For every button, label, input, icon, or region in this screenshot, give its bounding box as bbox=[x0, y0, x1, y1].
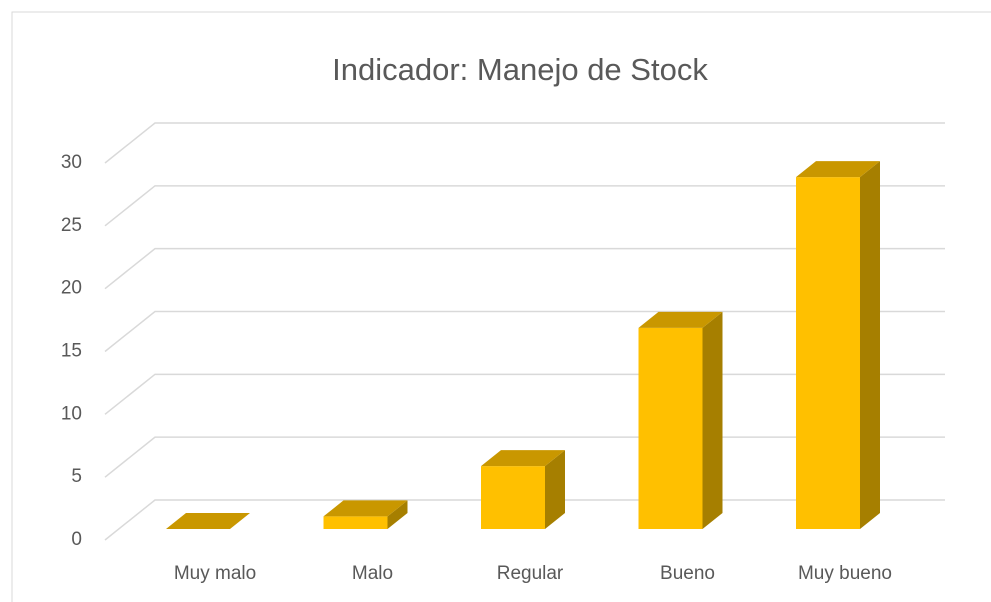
bar bbox=[166, 513, 250, 529]
y-tick-label: 20 bbox=[61, 278, 82, 299]
bar-top bbox=[481, 450, 565, 467]
bar-side bbox=[545, 450, 565, 529]
bar-top bbox=[796, 161, 880, 178]
y-tick-label: 15 bbox=[61, 341, 82, 362]
bar-top bbox=[638, 311, 723, 328]
bar-side bbox=[387, 500, 408, 529]
y-tick-label: 5 bbox=[71, 466, 82, 487]
grid-line bbox=[104, 310, 945, 353]
bar-front bbox=[796, 177, 860, 529]
bar bbox=[481, 450, 565, 529]
bar-front bbox=[481, 466, 545, 529]
bar-top bbox=[323, 500, 408, 517]
bar-front bbox=[638, 327, 703, 529]
y-tick-label: 0 bbox=[71, 529, 82, 550]
bar bbox=[638, 311, 723, 529]
x-tick-label: Muy malo bbox=[174, 563, 256, 584]
y-tick-label: 10 bbox=[61, 403, 82, 424]
bar bbox=[323, 500, 408, 529]
chart-title: Indicador: Manejo de Stock bbox=[332, 52, 708, 87]
y-tick-label: 25 bbox=[61, 215, 82, 236]
bar-side bbox=[702, 311, 723, 529]
x-tick-label: Regular bbox=[497, 563, 564, 584]
bar-side bbox=[860, 161, 880, 529]
bar bbox=[796, 161, 880, 529]
bar-top bbox=[166, 513, 250, 529]
y-tick-label: 30 bbox=[61, 152, 82, 173]
grid-line bbox=[104, 122, 945, 164]
grid-line bbox=[104, 185, 945, 227]
x-tick-label: Malo bbox=[352, 563, 393, 584]
grid-line bbox=[104, 247, 945, 290]
bar-front bbox=[323, 516, 388, 529]
x-tick-label: Bueno bbox=[660, 563, 715, 584]
x-tick-label: Muy bueno bbox=[798, 563, 892, 584]
